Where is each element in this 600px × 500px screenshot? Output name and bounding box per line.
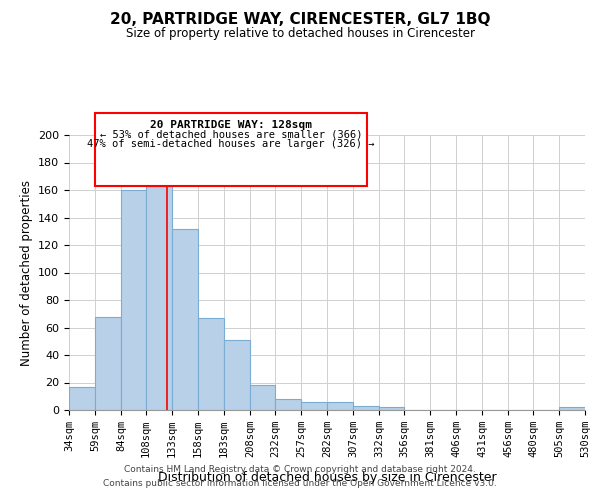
Bar <box>301 402 327 410</box>
Bar <box>121 190 146 410</box>
Bar <box>69 386 95 410</box>
Bar <box>95 316 121 410</box>
Bar <box>353 406 379 410</box>
Bar <box>198 318 224 410</box>
Bar <box>172 228 198 410</box>
Text: 20 PARTRIDGE WAY: 128sqm: 20 PARTRIDGE WAY: 128sqm <box>150 120 312 130</box>
Text: ← 53% of detached houses are smaller (366): ← 53% of detached houses are smaller (36… <box>100 130 362 140</box>
Bar <box>559 407 585 410</box>
Bar <box>95 113 367 186</box>
Bar <box>275 399 301 410</box>
Text: 20, PARTRIDGE WAY, CIRENCESTER, GL7 1BQ: 20, PARTRIDGE WAY, CIRENCESTER, GL7 1BQ <box>110 12 490 28</box>
Text: 47% of semi-detached houses are larger (326) →: 47% of semi-detached houses are larger (… <box>87 139 374 149</box>
Text: Contains HM Land Registry data © Crown copyright and database right 2024.
Contai: Contains HM Land Registry data © Crown c… <box>103 466 497 487</box>
X-axis label: Distribution of detached houses by size in Cirencester: Distribution of detached houses by size … <box>158 471 496 484</box>
Text: Size of property relative to detached houses in Cirencester: Size of property relative to detached ho… <box>125 28 475 40</box>
Bar <box>224 340 250 410</box>
Bar <box>250 385 275 410</box>
Bar <box>146 186 172 410</box>
Y-axis label: Number of detached properties: Number of detached properties <box>20 180 32 366</box>
Bar <box>379 407 404 410</box>
Bar <box>327 402 353 410</box>
